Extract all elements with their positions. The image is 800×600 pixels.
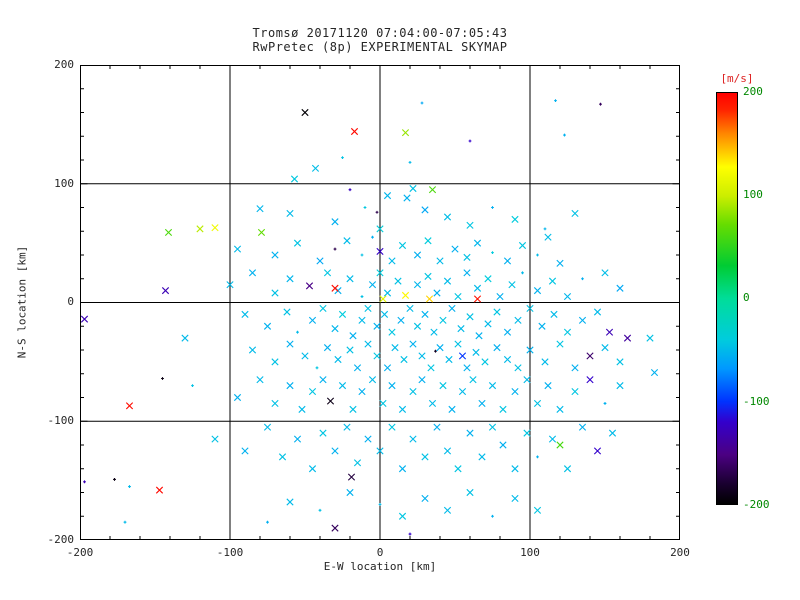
colorbar-tick-label: -100 bbox=[743, 395, 770, 408]
x-axis-label: E-W location [km] bbox=[323, 560, 437, 573]
colorbar-tick-label: 200 bbox=[743, 85, 763, 98]
colorbar-gradient bbox=[717, 93, 737, 504]
plot-area bbox=[80, 65, 680, 540]
chart-title: Tromsø 20171120 07:04:00-07:05:43 bbox=[252, 26, 508, 40]
x-tick-label: 200 bbox=[670, 546, 690, 559]
x-tick-label: 100 bbox=[520, 546, 540, 559]
x-tick-label: -100 bbox=[216, 546, 244, 559]
y-tick-label: 200 bbox=[54, 58, 74, 71]
y-axis-label: N-S location [km] bbox=[15, 245, 29, 359]
y-tick-label: -100 bbox=[47, 414, 75, 427]
y-tick-label: 0 bbox=[67, 295, 74, 308]
skymap-scatter bbox=[80, 65, 680, 540]
y-tick-label: -200 bbox=[47, 533, 75, 546]
x-tick-label: 0 bbox=[376, 546, 384, 559]
x-tick-label: -200 bbox=[66, 546, 94, 559]
y-tick-label: 100 bbox=[54, 177, 74, 190]
colorbar-tick-label: -200 bbox=[743, 498, 770, 511]
chart-subtitle: RwPretec (8p) EXPERIMENTAL SKYMAP bbox=[252, 40, 508, 54]
colorbar-tick-label: 100 bbox=[743, 188, 763, 201]
colorbar-tick-label: 0 bbox=[743, 291, 750, 304]
colorbar-label: [m/s] bbox=[720, 72, 754, 85]
colorbar bbox=[716, 92, 738, 505]
